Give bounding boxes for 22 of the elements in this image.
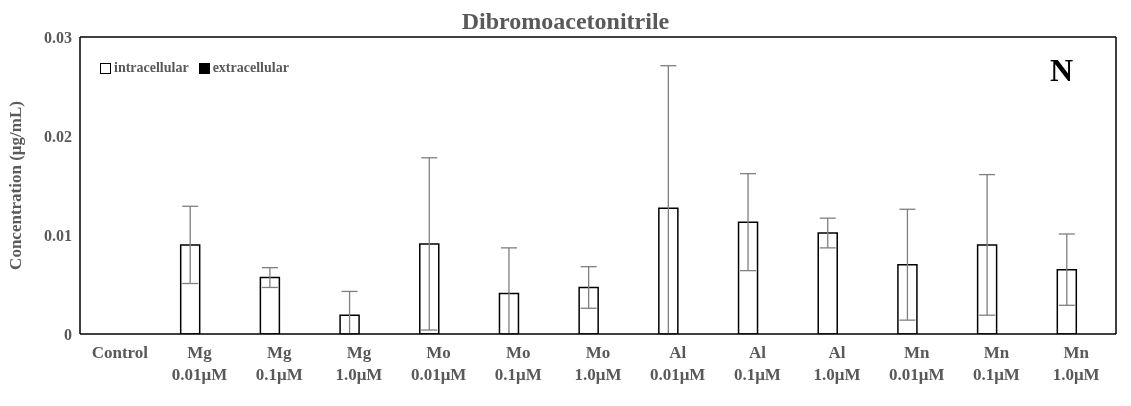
x-tick-label: Al 0.01μM — [649, 343, 706, 384]
legend-label: intracellular — [113, 60, 189, 76]
x-tick-label: Mg 0.01μM — [171, 343, 228, 384]
x-tick-label: Mn 1.0μM — [1052, 343, 1100, 384]
y-tick-label: 0.01 — [44, 226, 72, 244]
legend-label: extracellular — [211, 60, 289, 76]
x-tick-label: Al 1.0μM — [813, 343, 861, 384]
x-tick-label: Mn 0.1μM — [972, 343, 1020, 384]
y-tick-label: 0.03 — [44, 28, 72, 46]
annotation: N — [1049, 52, 1073, 89]
x-tick-label: Mo 0.1μM — [494, 343, 542, 384]
chart-title: Dibromoacetonitrile — [461, 8, 670, 34]
y-tick-label: 0.02 — [44, 127, 72, 145]
x-tick-label: Al 0.1μM — [733, 343, 781, 384]
x-tick-label: Control — [91, 343, 149, 362]
x-tick-label: Mg 0.1μM — [255, 343, 303, 384]
x-tick-label: Mo 1.0μM — [574, 343, 622, 384]
x-tick-label: Mn 0.01μM — [889, 343, 945, 384]
y-axis-title: Concentration (μg/mL) — [6, 101, 26, 270]
y-tick-label: 0 — [64, 325, 72, 343]
x-tick-label: Mg 1.0μM — [335, 343, 383, 384]
x-tick-label: Mo 0.01μM — [410, 343, 467, 384]
